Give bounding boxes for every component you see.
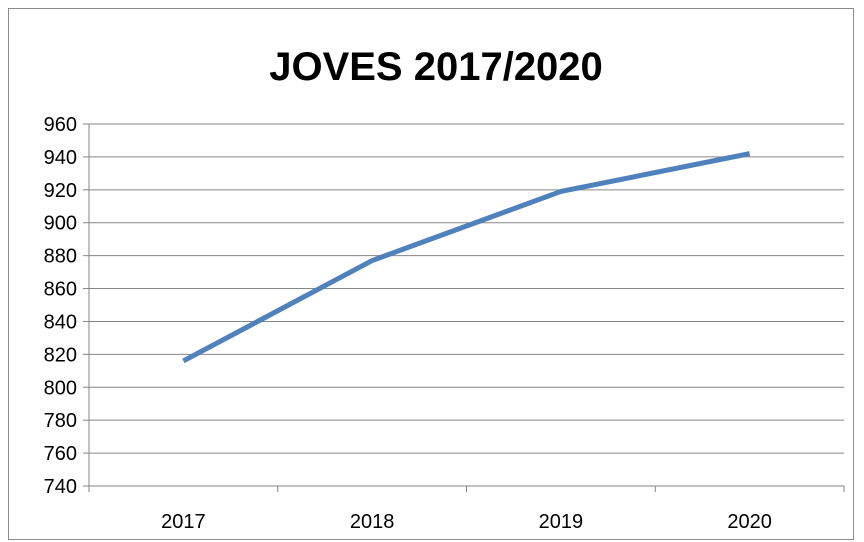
x-axis: 2017 2018 2019 2020 [88,485,845,533]
x-tick-label: 2020 [727,511,772,533]
y-tick-label: 960 [44,114,77,136]
y-tick-label: 860 [44,279,77,301]
y-tick-label: 840 [44,311,77,333]
x-tick-label: 2018 [350,511,395,533]
series-line [182,151,751,364]
gridlines [89,123,844,454]
chart-title: JOVES 2017/2020 [269,45,603,89]
y-tick-label: 900 [44,213,77,235]
y-tick-label: 760 [44,443,77,465]
chart-frame [8,8,854,540]
y-tick-label: 820 [44,344,77,366]
y-tick-label: 780 [44,410,77,432]
y-tick-label: 800 [44,377,77,399]
y-tick-label: 740 [44,476,77,498]
y-tick-label: 880 [44,246,77,268]
x-tick-label: 2019 [539,511,584,533]
y-tick-label: 920 [44,180,77,202]
y-tick-label: 940 [44,147,77,169]
x-tick-label: 2017 [161,511,206,533]
y-axis: 740 760 780 800 820 840 860 880 900 920 940 960 [44,114,90,498]
series-group [182,151,751,364]
